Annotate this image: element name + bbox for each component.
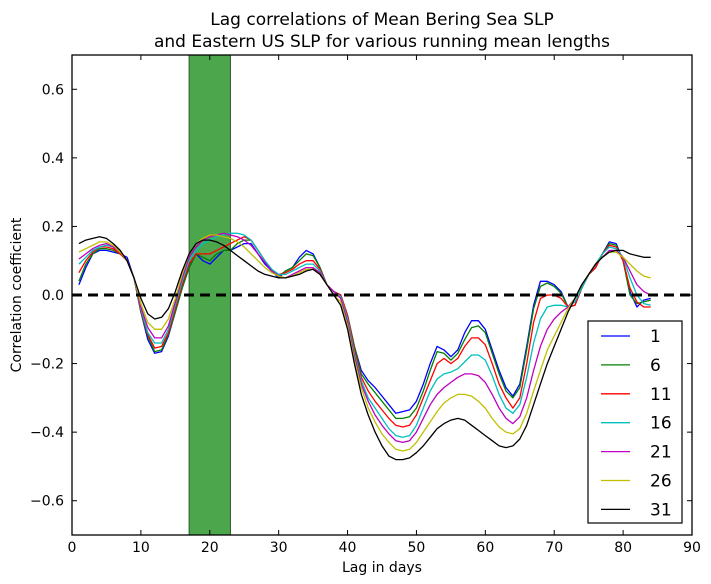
x-tick-label: 80 — [614, 540, 632, 556]
x-tick-label: 60 — [476, 540, 494, 556]
series-line-16 — [78, 232, 651, 438]
x-tick-label: 30 — [270, 540, 288, 556]
legend-label-16: 16 — [650, 414, 672, 434]
series-line-21 — [78, 232, 651, 444]
series-line-6 — [78, 239, 651, 420]
series-line-26 — [78, 234, 651, 452]
legend-box — [587, 320, 683, 524]
y-axis-label: Correlation coefficient — [9, 217, 25, 372]
legend-label-31: 31 — [650, 500, 672, 520]
y-tick-label: −0.6 — [30, 494, 64, 510]
legend-label-1: 1 — [650, 327, 661, 347]
x-tick-label: 10 — [132, 540, 150, 556]
x-tick-label: 90 — [683, 540, 701, 556]
legend-label-21: 21 — [650, 443, 672, 463]
x-tick-label: 70 — [545, 540, 563, 556]
x-axis-label: Lag in days — [342, 560, 422, 576]
y-tick-label: 0.6 — [42, 82, 64, 98]
x-tick-label: 20 — [201, 540, 219, 556]
y-tick-label: 0.2 — [42, 219, 64, 235]
legend-label-11: 11 — [650, 385, 672, 405]
chart-title-line-2: and Eastern US SLP for various running m… — [154, 32, 610, 52]
legend-label-6: 6 — [650, 356, 661, 376]
y-tick-label: −0.4 — [30, 425, 64, 441]
y-axis-ticks: −0.6 −0.4 −0.2 0.0 0.2 0.4 0.6 — [30, 82, 692, 510]
x-tick-label: 50 — [408, 540, 426, 556]
y-tick-label: −0.2 — [30, 357, 64, 373]
x-tick-label: 40 — [339, 540, 357, 556]
y-tick-label: 0.0 — [42, 288, 64, 304]
x-axis-ticks: 0 10 20 30 40 50 60 70 80 90 — [68, 55, 701, 556]
plot-area — [71, 54, 693, 536]
y-tick-label: 0.4 — [42, 151, 64, 167]
x-tick-label: 0 — [68, 540, 77, 556]
legend-label-26: 26 — [650, 472, 672, 492]
chart-title-line-1: Lag correlations of Mean Bering Sea SLP — [210, 10, 553, 30]
